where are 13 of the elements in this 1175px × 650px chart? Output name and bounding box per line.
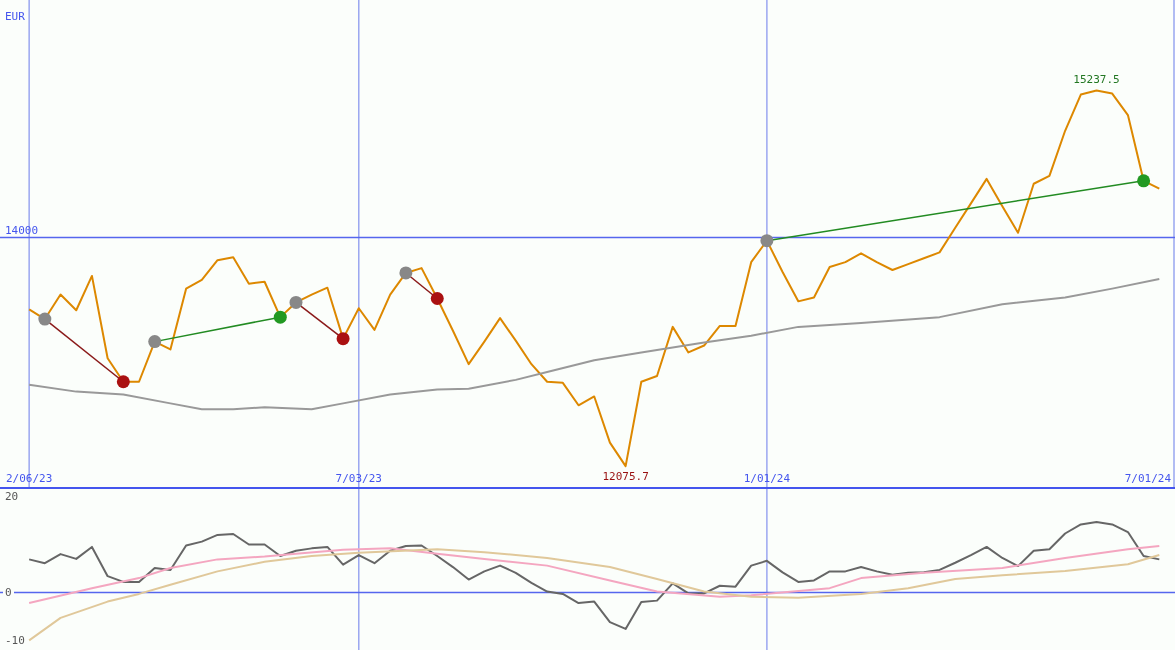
- line-series: [28, 521, 1161, 630]
- x-tick-label: 1/01/24: [743, 472, 791, 485]
- y-axis-title: EUR: [5, 10, 26, 23]
- x-tick-label: 7/01/24: [1124, 472, 1172, 485]
- ref-line-label: 14000: [5, 223, 39, 237]
- y-tick-label: 0: [5, 585, 12, 599]
- x-tick-label: 2/06/23: [5, 472, 53, 485]
- x-tick-label: 7/03/23: [335, 472, 382, 485]
- y-tick-label: 20: [5, 490, 19, 504]
- line-series: [28, 544, 1161, 605]
- y-tick-label: -10: [5, 633, 25, 647]
- data-label: 15237.5: [1073, 72, 1120, 86]
- data-label: 12075.7: [602, 470, 649, 484]
